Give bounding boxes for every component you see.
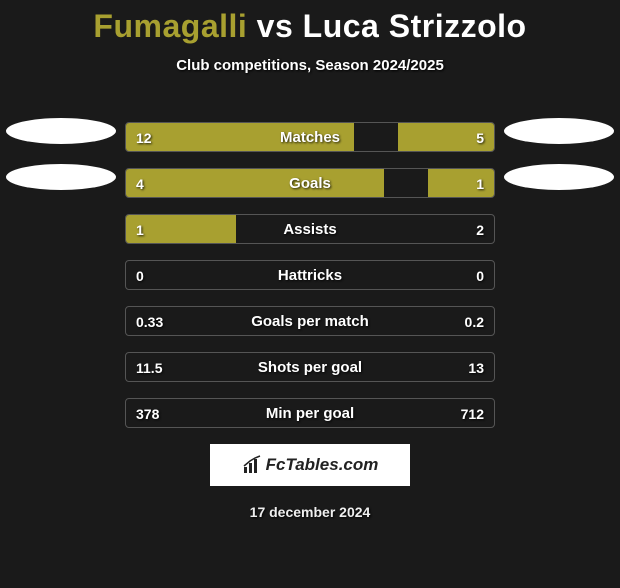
value-right: 0 (476, 261, 484, 289)
logo-text: FcTables.com (266, 455, 379, 475)
logo-box: FcTables.com (210, 444, 410, 486)
value-right: 5 (476, 123, 484, 151)
stat-label: Goals (126, 169, 494, 197)
stat-row: 4Goals1 (125, 168, 495, 198)
avatar-placeholder (504, 164, 614, 190)
player1-avatar (6, 118, 116, 210)
vs-text: vs (257, 8, 294, 44)
avatar-placeholder (504, 118, 614, 144)
stat-row: 0Hattricks0 (125, 260, 495, 290)
value-right: 13 (468, 353, 484, 381)
value-right: 0.2 (465, 307, 484, 335)
stat-label: Matches (126, 123, 494, 151)
stat-label: Min per goal (126, 399, 494, 427)
value-right: 712 (461, 399, 484, 427)
value-right: 2 (476, 215, 484, 243)
stat-list: 12Matches54Goals11Assists20Hattricks00.3… (125, 122, 495, 428)
stat-row: 378Min per goal712 (125, 398, 495, 428)
avatar-placeholder (6, 118, 116, 144)
stat-row: 12Matches5 (125, 122, 495, 152)
stat-label: Goals per match (126, 307, 494, 335)
stat-row: 11.5Shots per goal13 (125, 352, 495, 382)
subtitle: Club competitions, Season 2024/2025 (0, 57, 620, 74)
player2-avatar (504, 118, 614, 210)
value-right: 1 (476, 169, 484, 197)
avatar-placeholder (6, 164, 116, 190)
player1-name: Fumagalli (93, 8, 247, 44)
stat-label: Assists (126, 215, 494, 243)
stat-row: 1Assists2 (125, 214, 495, 244)
comparison-title: Fumagalli vs Luca Strizzolo (0, 8, 620, 45)
stat-label: Shots per goal (126, 353, 494, 381)
stat-row: 0.33Goals per match0.2 (125, 306, 495, 336)
stat-label: Hattricks (126, 261, 494, 289)
player2-name: Luca Strizzolo (303, 8, 527, 44)
date-text: 17 december 2024 (0, 504, 620, 520)
bars-icon (242, 455, 262, 475)
